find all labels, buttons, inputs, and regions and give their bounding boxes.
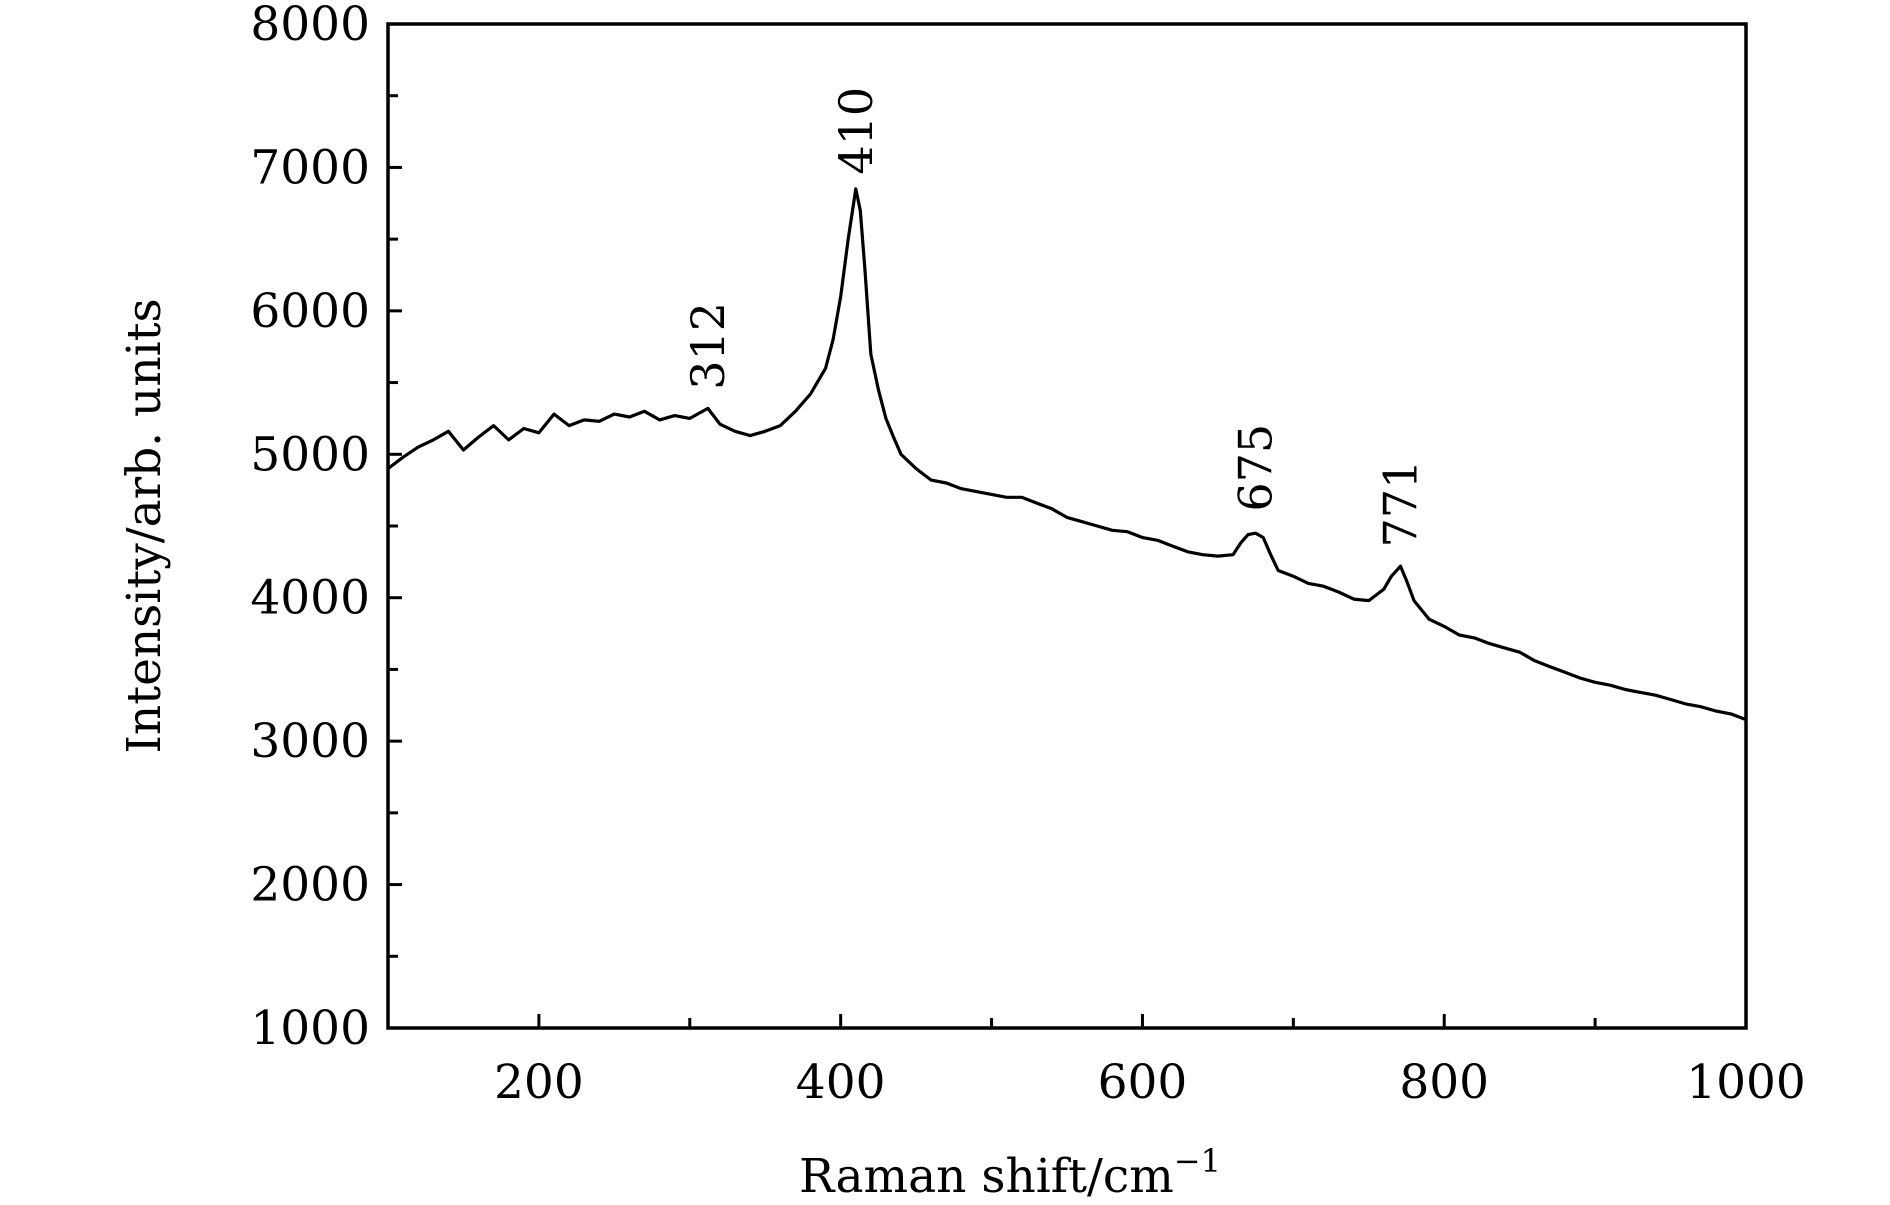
y-tick-label: 6000 [250, 284, 370, 339]
x-tick-label: 800 [1399, 1055, 1489, 1110]
x-tick-label: 1000 [1686, 1055, 1806, 1110]
peak-label: 675 [1229, 424, 1283, 512]
x-tick-label: 600 [1098, 1055, 1188, 1110]
plot-frame [386, 22, 1748, 1030]
y-tick-label: 7000 [250, 140, 370, 195]
y-tick-label: 3000 [250, 714, 370, 769]
y-tick-label: 8000 [250, 0, 370, 52]
peak-label: 312 [681, 302, 735, 390]
y-tick-label: 1000 [250, 1001, 370, 1056]
peak-label: 771 [1373, 460, 1427, 548]
y-tick-label: 5000 [250, 427, 370, 482]
peak-label: 410 [829, 87, 883, 175]
series-line [387, 187, 1747, 722]
y-axis-label: Intensity/arb. units [117, 298, 172, 753]
y-tick-label: 2000 [250, 858, 370, 913]
x-axis-label: Raman shift/cm−1 [799, 1142, 1221, 1204]
x-tick-label: 200 [494, 1055, 584, 1110]
x-tick-label: 400 [796, 1055, 886, 1110]
y-tick-label: 4000 [250, 571, 370, 626]
ticks [388, 94, 1597, 1028]
